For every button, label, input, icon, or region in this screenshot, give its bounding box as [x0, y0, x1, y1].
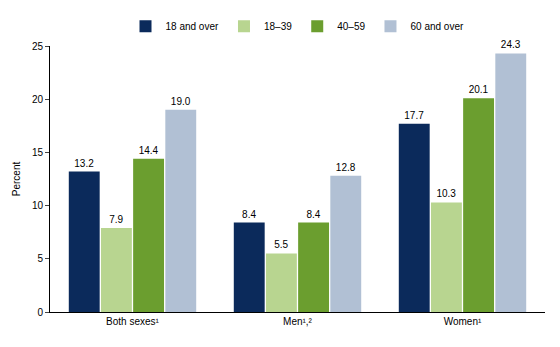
svg-text:60 and over: 60 and over	[410, 21, 463, 32]
svg-text:14.4: 14.4	[139, 145, 159, 156]
svg-text:20.1: 20.1	[469, 84, 489, 95]
svg-text:Percent: Percent	[11, 162, 22, 197]
svg-text:13.2: 13.2	[74, 158, 94, 169]
svg-text:Men¹,²: Men¹,²	[283, 316, 313, 327]
svg-text:18–39: 18–39	[264, 21, 292, 32]
svg-text:18 and over: 18 and over	[166, 21, 219, 32]
svg-text:19.0: 19.0	[171, 96, 191, 107]
svg-text:Both sexes¹: Both sexes¹	[106, 316, 159, 327]
svg-text:25: 25	[32, 41, 44, 52]
svg-text:12.8: 12.8	[336, 162, 356, 173]
svg-text:8.4: 8.4	[306, 209, 320, 220]
svg-text:10: 10	[32, 200, 44, 211]
svg-text:5: 5	[37, 253, 43, 264]
svg-text:Women¹: Women¹	[444, 316, 482, 327]
svg-text:20: 20	[32, 94, 44, 105]
svg-text:17.7: 17.7	[404, 110, 424, 121]
svg-text:40–59: 40–59	[337, 21, 365, 32]
svg-text:15: 15	[32, 147, 44, 158]
svg-text:24.3: 24.3	[501, 39, 521, 50]
svg-text:0: 0	[37, 307, 43, 318]
svg-text:8.4: 8.4	[242, 209, 256, 220]
svg-text:10.3: 10.3	[436, 188, 456, 199]
svg-text:5.5: 5.5	[274, 239, 288, 250]
svg-text:7.9: 7.9	[109, 214, 123, 225]
